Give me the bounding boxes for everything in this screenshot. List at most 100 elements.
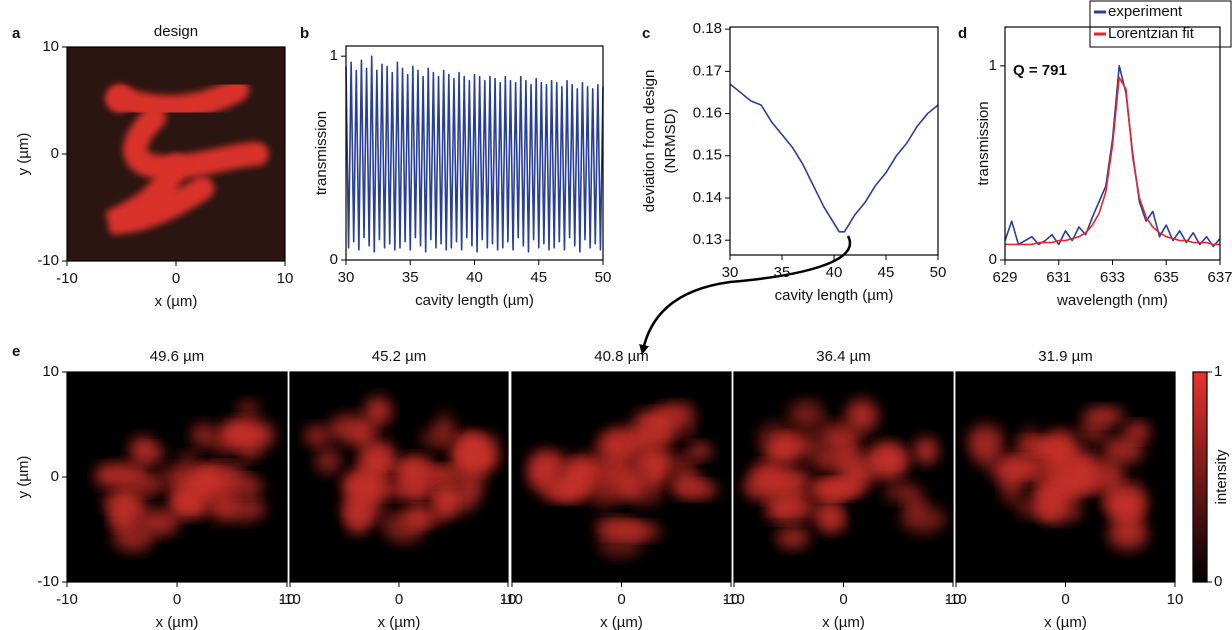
x-tick-label: 635 — [1154, 269, 1179, 286]
x-tick-label: 30 — [338, 269, 355, 286]
y-tick-label: 1 — [1214, 363, 1222, 380]
data-line — [1005, 76, 1220, 246]
intensity-blob — [197, 463, 223, 497]
x-tick-label: 0 — [617, 591, 625, 608]
intensity-blob — [541, 482, 581, 501]
intensity-blob — [597, 532, 643, 558]
x-axis-label: wavelength (nm) — [1056, 292, 1168, 309]
x-tick-label: 45 — [530, 269, 547, 286]
y-tick-label: 1 — [989, 57, 997, 74]
y-tick-label: -10 — [37, 252, 59, 269]
x-tick-label: 631 — [1046, 269, 1071, 286]
y-tick-label: -10 — [37, 573, 59, 590]
y-axis-label: transmission — [313, 111, 330, 195]
legend-label: Lorentzian fit — [1108, 25, 1195, 42]
intensity-blob — [788, 431, 818, 459]
intensity-blob — [628, 447, 673, 477]
x-tick-label: -10 — [723, 591, 745, 608]
intensity-blob — [1001, 471, 1023, 504]
y-tick-label: 0 — [989, 251, 997, 268]
panel-title: 45.2 µm — [372, 348, 427, 365]
y-axis-label: y (µm) — [15, 133, 32, 176]
intensity-blob — [112, 523, 154, 552]
intensity-blob — [232, 420, 275, 451]
intensity-blob — [528, 449, 557, 485]
x-tick-label: 629 — [992, 269, 1017, 286]
y-axis-label: intensity — [1213, 449, 1230, 505]
panel-title: 31.9 µm — [1038, 348, 1093, 365]
x-axis-label: x (µm) — [1044, 614, 1087, 630]
x-tick-label: -10 — [945, 591, 967, 608]
intensity-blob — [668, 468, 699, 489]
intensity-blob — [815, 504, 846, 533]
intensity-blob — [348, 490, 374, 524]
intensity-blob — [913, 437, 939, 464]
intensity-blob — [211, 432, 239, 455]
panel-title: 49.6 µm — [150, 348, 205, 365]
intensity-blob — [748, 464, 775, 489]
intensity-blob — [1124, 422, 1151, 441]
image — [290, 372, 508, 582]
intensity-blob — [1052, 471, 1088, 506]
intensity-blob — [364, 396, 392, 426]
x-tick-label: 50 — [595, 269, 612, 286]
intensity-blob — [238, 443, 261, 461]
intensity-blob — [219, 476, 264, 495]
intensity-blob — [838, 455, 875, 492]
x-tick-label: -10 — [279, 591, 301, 608]
x-tick-label: 0 — [172, 270, 180, 287]
y-tick-label: 0.17 — [693, 62, 722, 79]
y-tick-label: 1 — [330, 47, 338, 64]
image — [67, 47, 285, 261]
y-axis-label: transmission — [975, 101, 992, 185]
y-tick-label: 0.14 — [693, 189, 722, 206]
intensity-blob — [863, 443, 908, 478]
intensity-blob — [1027, 442, 1067, 463]
design-shape — [105, 84, 134, 113]
x-tick-label: 30 — [722, 264, 739, 281]
design-shape — [105, 154, 215, 235]
intensity-blob — [762, 438, 796, 464]
x-axis-label: x (µm) — [155, 293, 198, 310]
x-tick-label: 637 — [1207, 269, 1232, 286]
x-axis-label: x (µm) — [822, 614, 865, 630]
intensity-blob — [140, 473, 166, 496]
legend-label: experiment — [1108, 3, 1183, 20]
intensity-blob — [1101, 459, 1124, 494]
intensity-blob — [398, 456, 435, 481]
x-tick-label: 0 — [1061, 591, 1069, 608]
x-tick-label: 10 — [1167, 591, 1184, 608]
x-tick-label: 633 — [1100, 269, 1125, 286]
image — [512, 372, 731, 582]
x-tick-label: 35 — [402, 269, 419, 286]
intensity-blob — [110, 507, 131, 529]
x-tick-label: 10 — [279, 591, 296, 608]
intensity-blob — [688, 442, 713, 460]
data-line — [1004, 65, 1221, 248]
x-axis-label: cavity length (µm) — [415, 292, 534, 309]
y-axis-label: deviation from design — [641, 70, 658, 213]
intensity-blob — [788, 400, 825, 429]
intensity-blob — [440, 465, 487, 483]
x-axis-label: x (µm) — [378, 614, 421, 630]
image — [734, 372, 953, 582]
x-tick-label: 35 — [774, 264, 791, 281]
intensity-blob — [972, 432, 998, 469]
intensity-blob — [1040, 493, 1062, 523]
panel-label: d — [958, 25, 967, 42]
x-tick-label: 10 — [945, 591, 962, 608]
y-axis-label: (NRMSD) — [662, 109, 679, 174]
legend-box — [1089, 0, 1232, 48]
x-tick-label: 50 — [930, 264, 947, 281]
intensity-blob — [304, 425, 329, 447]
intensity-blob — [402, 476, 435, 502]
intensity-blob — [812, 481, 859, 499]
y-tick-label: 10 — [42, 38, 59, 55]
intensity-blob — [138, 444, 166, 464]
intensity-blob — [140, 508, 180, 536]
y-tick-label: 0.15 — [693, 147, 722, 164]
intensity-blob — [351, 426, 376, 448]
x-tick-label: 0 — [839, 591, 847, 608]
image — [956, 372, 1175, 582]
arrow — [639, 235, 852, 355]
